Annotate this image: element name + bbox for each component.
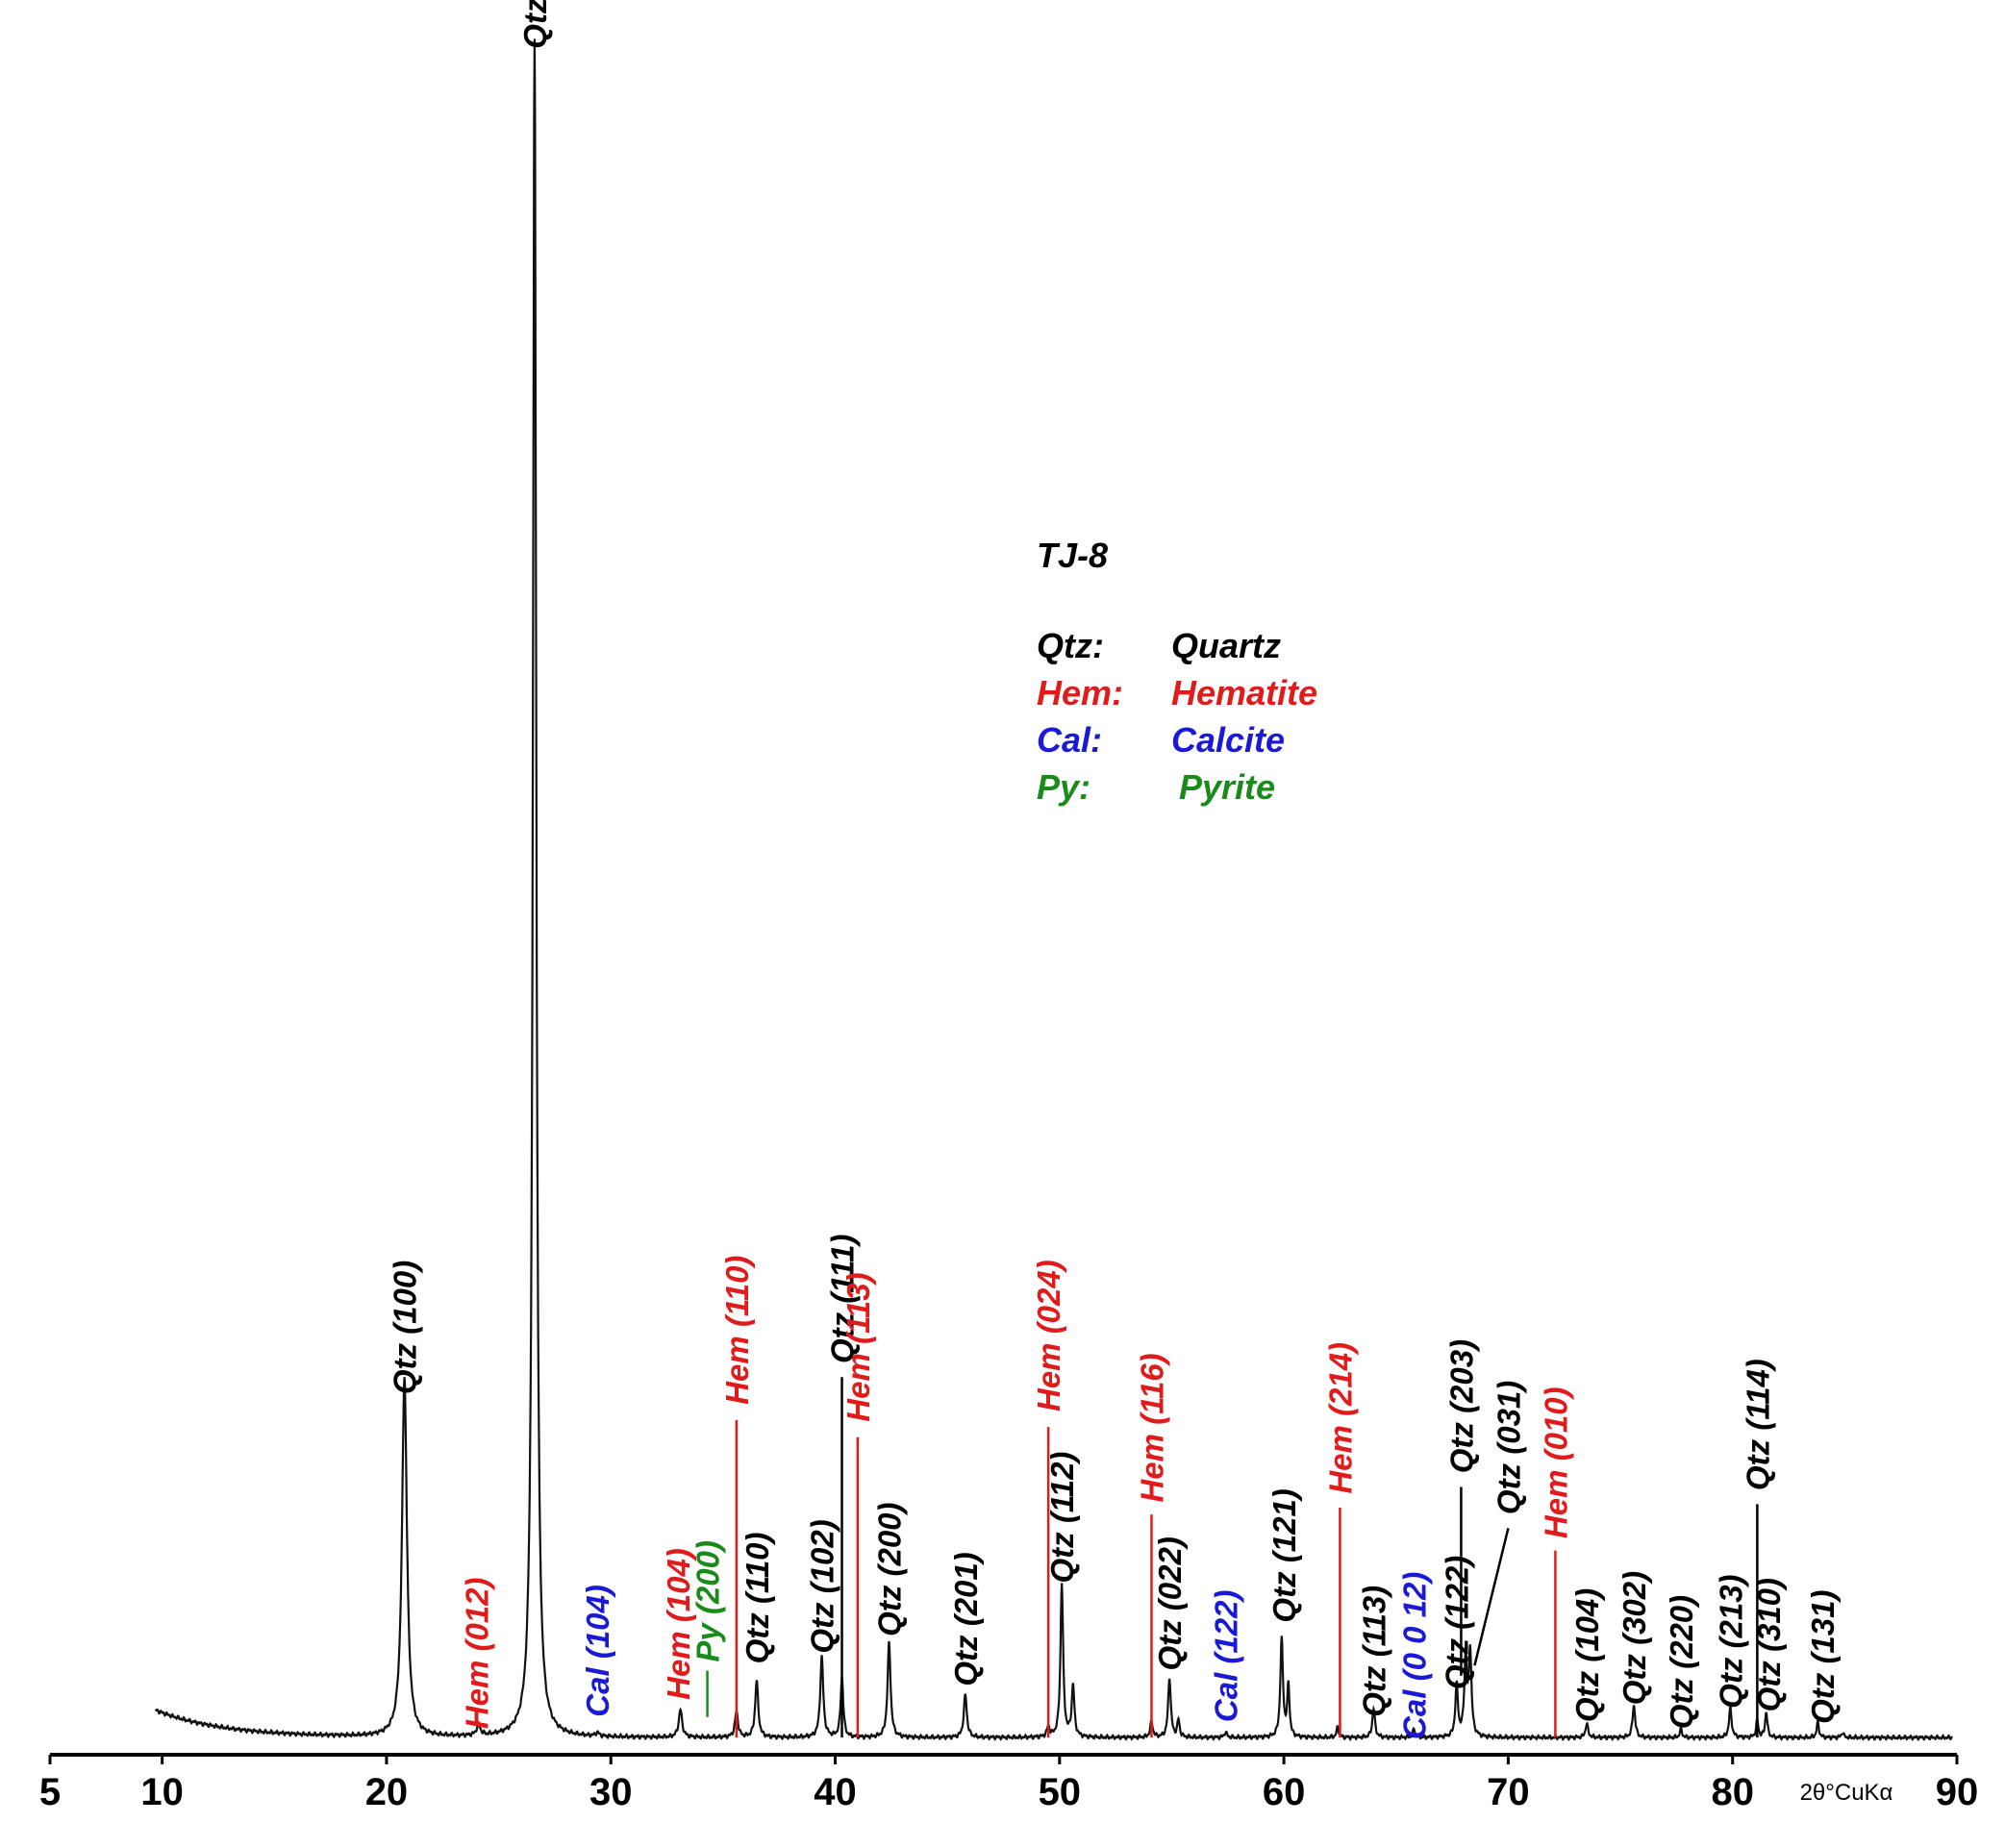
peak-label: Qtz (200) [872,1502,908,1636]
peak-label: Hem (113) [840,1272,876,1421]
peak-label: Hem (110) [719,1256,755,1405]
peak-label: Qtz (011) [517,0,553,49]
legend-name-calcite: Calcite [1171,720,1285,760]
x-tick-label: 10 [140,1771,184,1813]
peak-label: Hem (116) [1134,1353,1169,1502]
peak-marker-line [1473,1528,1510,1666]
peak-label: Qtz (114) [1740,1359,1775,1490]
peak-label: Hem (010) [1538,1386,1573,1538]
peak-label: Qtz (112) [1044,1452,1080,1584]
peak-label: Qtz (111) [825,1235,861,1363]
peak-label: Cal (122) [1208,1590,1243,1723]
x-axis-title: 2θ°CuKα [1800,1780,1893,1806]
peak-label: Qtz (110) [739,1532,775,1663]
x-tick-label: 5 [39,1771,61,1813]
chart-title: TJ-8 [1037,536,1108,575]
peak-label: Qtz (203) [1443,1339,1479,1473]
peak-label: Hem (012) [459,1577,494,1729]
peak-label: Qtz (031) [1491,1381,1526,1514]
peak-label: Qtz (213) [1713,1574,1748,1708]
peak-label: Qtz (102) [805,1519,840,1653]
x-tick-label: 20 [365,1771,409,1813]
x-tick-label: 40 [814,1771,857,1813]
peak-label: Hem (214) [1322,1342,1358,1494]
peak-label: Qtz (310) [1751,1578,1787,1711]
legend-name-quartz: Quartz [1171,626,1281,665]
peak-label: Qtz (113) [1356,1586,1391,1717]
peak-label: Qtz (104) [1569,1588,1605,1722]
peak-label: Qtz (100) [388,1261,423,1394]
peak-label: Qtz (122) [1440,1556,1475,1689]
legend-name-pyrite: Pyrite [1179,767,1275,807]
legend-abbr-pyrite: Py: [1037,767,1090,807]
peak-label: Py (200) [690,1540,726,1662]
legend-name-hematite: Hematite [1171,673,1317,712]
peak-label: Qtz (201) [948,1552,984,1686]
peak-label: Hem (104) [661,1548,696,1700]
peak-label: Qtz (302) [1617,1571,1652,1705]
peak-label: Hem (024) [1031,1260,1066,1411]
legend-abbr-hematite: Hem: [1037,673,1123,712]
x-tick-label: 30 [589,1771,633,1813]
x-tick-label: 90 [1936,1771,1979,1813]
peak-label: Qtz (220) [1664,1595,1699,1729]
peak-label: Cal (104) [580,1585,615,1717]
x-tick-label: 70 [1487,1771,1530,1813]
x-tick-label: 50 [1039,1771,1082,1813]
peak-label: Qtz (131) [1805,1589,1841,1723]
peak-label: Qtz (022) [1152,1536,1188,1670]
diffraction-pattern-line [154,38,1953,1741]
legend-abbr-calcite: Cal: [1037,720,1102,760]
x-tick-label: 80 [1711,1771,1754,1813]
peak-label: Cal (0 0 12) [1396,1572,1432,1739]
x-tick-label: 60 [1263,1771,1306,1813]
legend: TJ-8 Qtz: Quartz Hem: Hematite Cal: Calc… [1037,536,1317,807]
legend-abbr-quartz: Qtz: [1037,626,1104,665]
peak-label: Qtz (121) [1266,1488,1302,1622]
